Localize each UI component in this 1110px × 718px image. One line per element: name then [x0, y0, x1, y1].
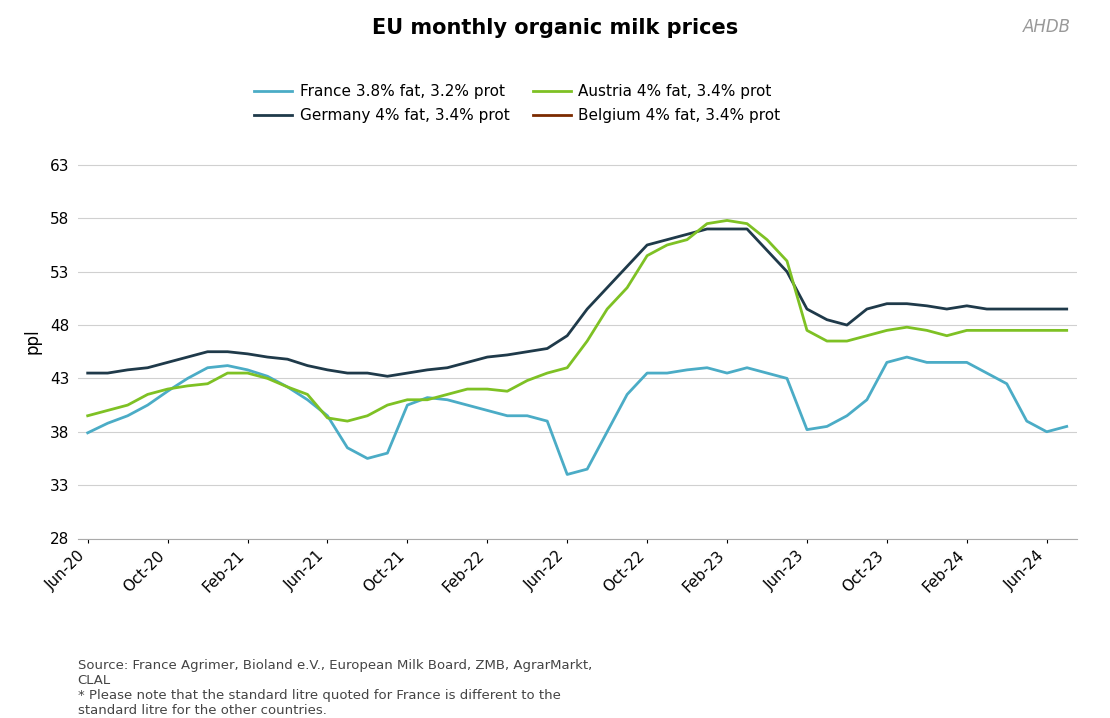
Text: EU monthly organic milk prices: EU monthly organic milk prices — [372, 18, 738, 38]
Y-axis label: ppl: ppl — [23, 328, 41, 354]
Text: Source: France Agrimer, Bioland e.V., European Milk Board, ZMB, AgrarMarkt,
CLAL: Source: France Agrimer, Bioland e.V., Eu… — [78, 659, 592, 717]
Text: AHDB: AHDB — [1023, 18, 1071, 36]
Legend: France 3.8% fat, 3.2% prot, Germany 4% fat, 3.4% prot, Austria 4% fat, 3.4% prot: France 3.8% fat, 3.2% prot, Germany 4% f… — [250, 80, 785, 128]
